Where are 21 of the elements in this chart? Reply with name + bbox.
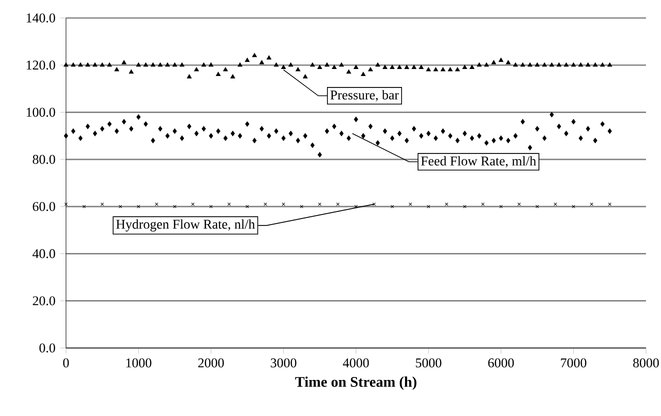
x-tick-label: 0 — [63, 358, 69, 368]
annotation: Feed Flow Rate, ml/h — [421, 156, 536, 168]
x-tick-label: 8000 — [633, 358, 659, 368]
y-tick-label: 80.0 — [32, 154, 56, 164]
y-tick-label: 0.0 — [39, 343, 56, 353]
x-tick-label: 5000 — [416, 358, 442, 368]
y-tick-label: 120.0 — [26, 60, 56, 70]
x-tick-label: 1000 — [126, 358, 152, 368]
x-tick-label: 6000 — [488, 358, 514, 368]
annotation: Hydrogen Flow Rate, nl/h — [116, 219, 255, 232]
y-tick-label: 100.0 — [26, 108, 56, 117]
y-tick-label: 140.0 — [26, 13, 56, 23]
y-tick-label: 40.0 — [32, 249, 56, 258]
x-axis-title: Time on Stream (h) — [295, 376, 416, 390]
y-tick-label: 20.0 — [32, 296, 56, 306]
x-tick-label: 7000 — [561, 358, 586, 368]
x-tick-label: 4000 — [342, 358, 369, 368]
x-tick-label: 2000 — [198, 358, 224, 368]
x-tick-label: 3000 — [270, 358, 296, 368]
y-tick-label: 60.0 — [32, 202, 56, 212]
annotation: Pressure, bar — [330, 90, 399, 102]
